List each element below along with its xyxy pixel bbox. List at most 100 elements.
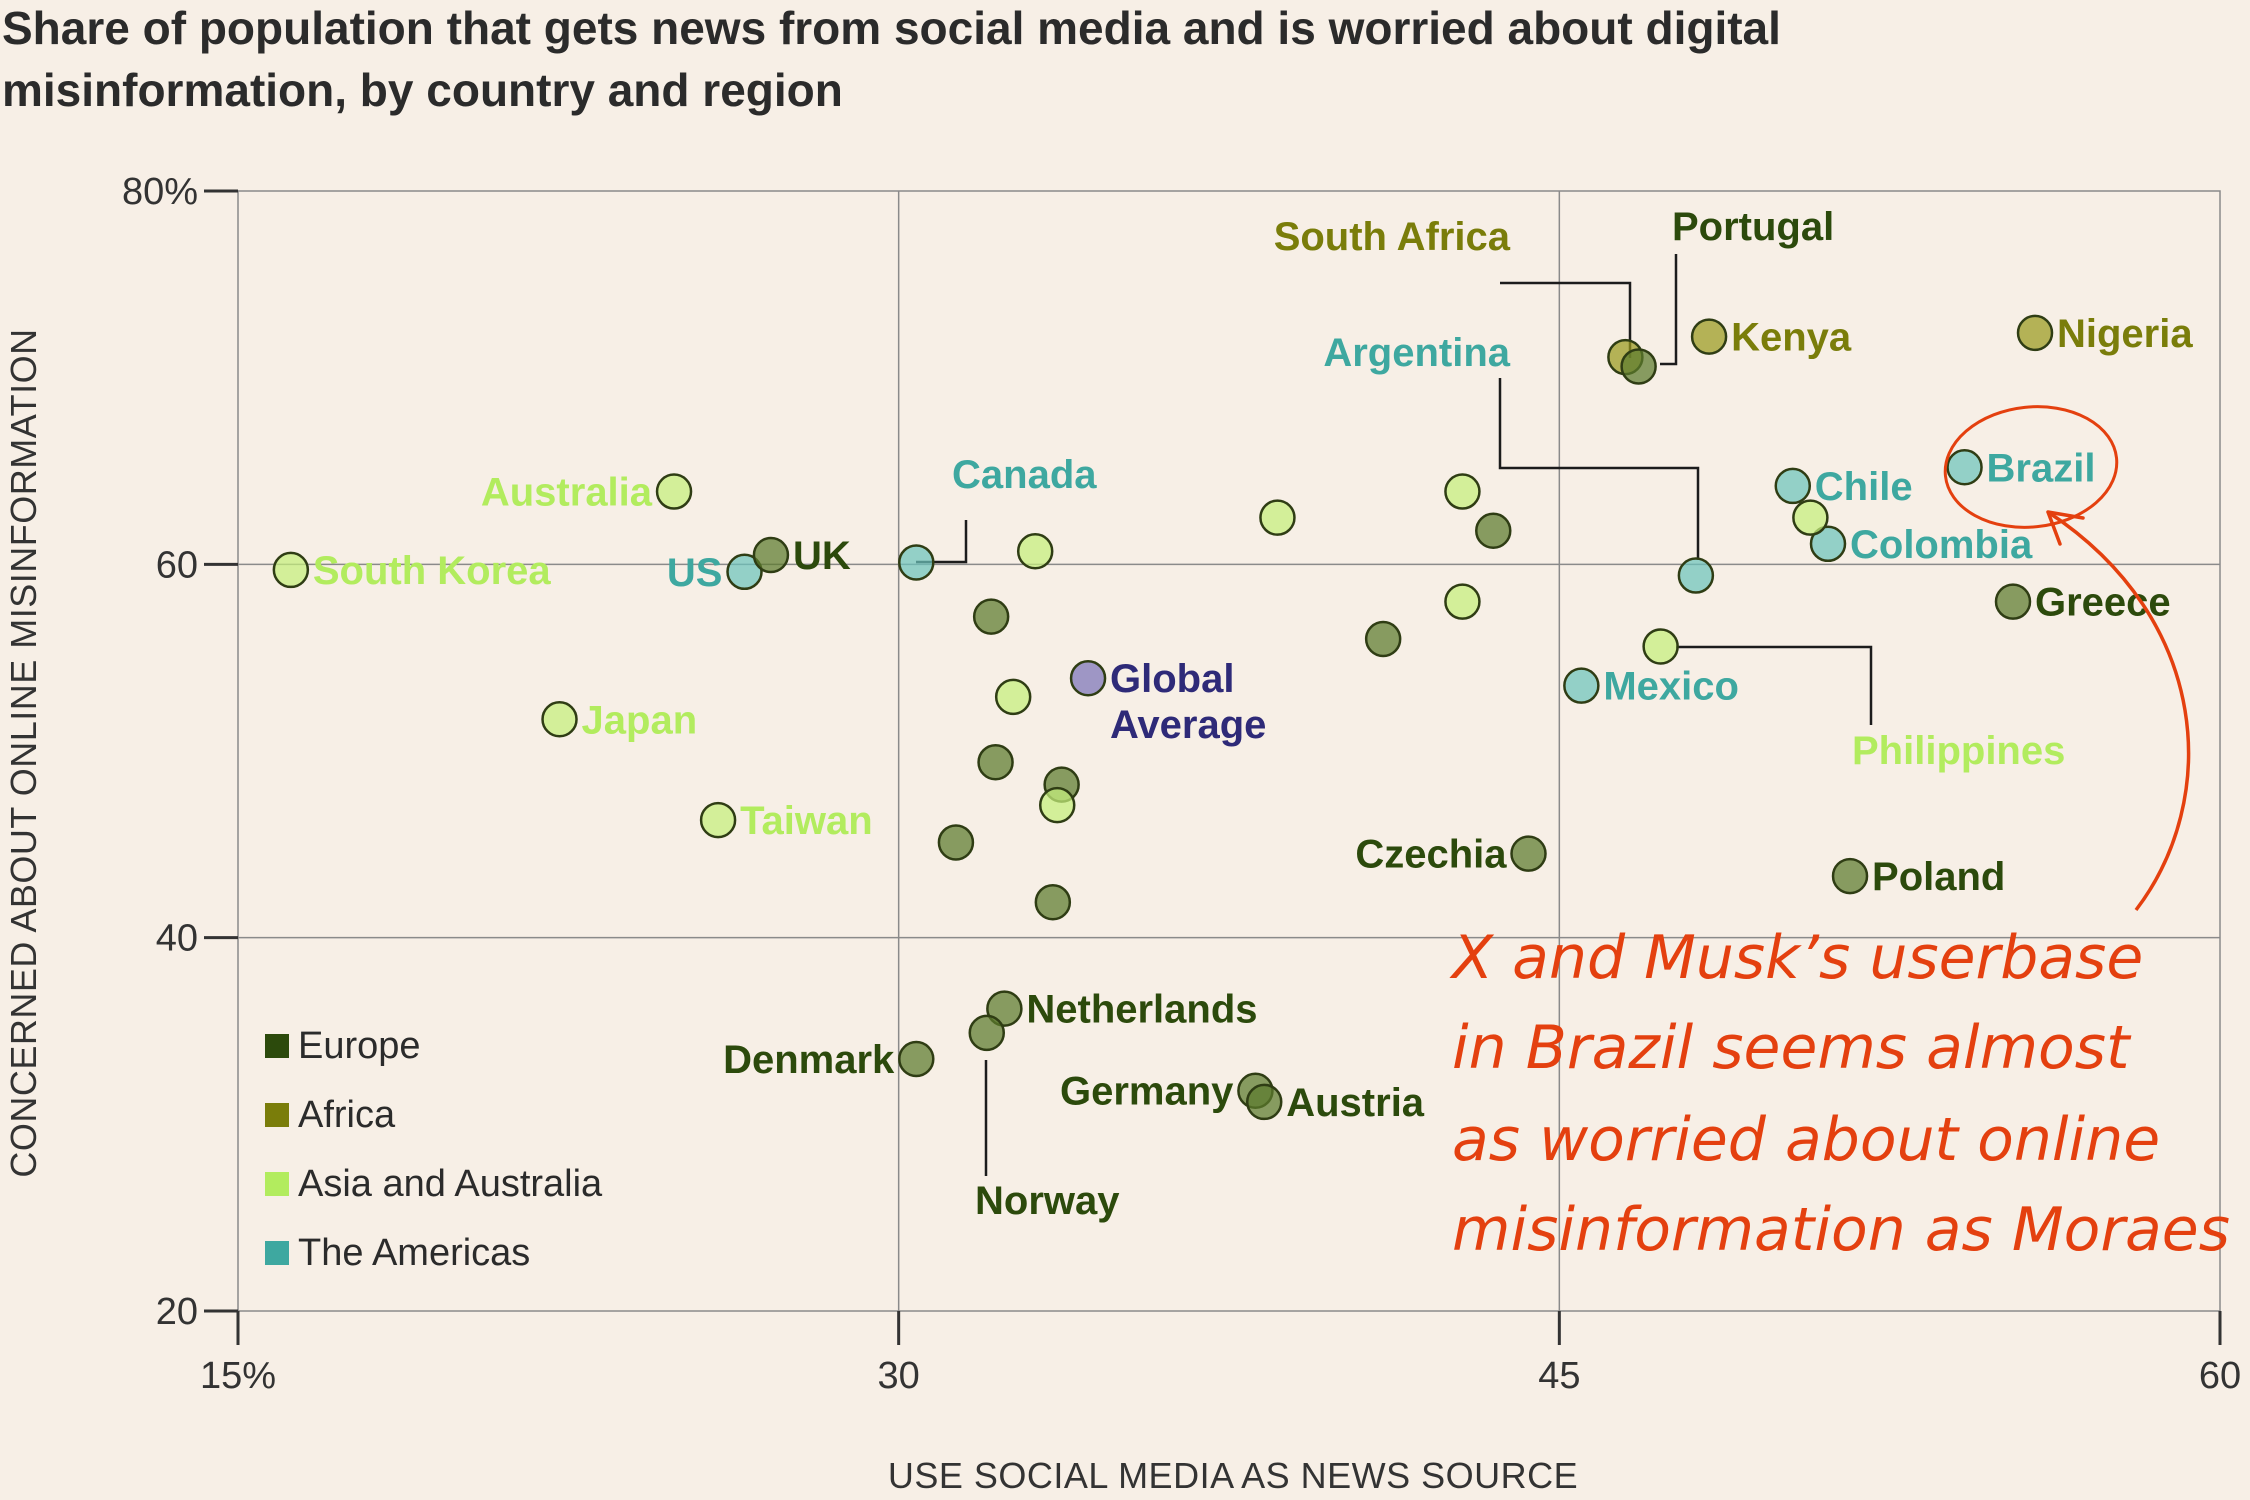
legend-label-asia-and-australia: Asia and Australia <box>298 1163 603 1205</box>
point-europe-29 <box>977 743 1014 781</box>
label-austria: Austria <box>1286 1081 1425 1125</box>
annotation-line-2: in Brazil seems almost <box>1452 1013 2132 1083</box>
plot-frame <box>237 190 2221 1312</box>
legend-swatch-europe <box>265 1034 289 1058</box>
label-kenya: Kenya <box>1731 316 1852 360</box>
point-asia-and-australia-34 <box>1259 499 1296 536</box>
data-points <box>272 314 2054 1121</box>
label-us: US <box>667 551 723 595</box>
point-nigeria <box>2016 314 2054 352</box>
legend-swatch-the-americas <box>265 1241 289 1265</box>
point-portugal <box>1620 348 1657 385</box>
label-norway: Norway <box>975 1179 1120 1223</box>
label-south-africa: South Africa <box>1274 215 1511 259</box>
point-colombia <box>1809 525 1847 563</box>
annotation-arrowhead <box>2046 510 2085 546</box>
y-tick-label: 60 <box>156 544 198 586</box>
leader-lines <box>916 254 1873 1176</box>
chart-title: Share of population that gets news from … <box>2 2 1781 116</box>
point-europe-32 <box>937 824 975 861</box>
legend-swatch-africa <box>265 1103 289 1127</box>
label-nigeria: Nigeria <box>2057 312 2193 356</box>
label-czechia: Czechia <box>1355 833 1507 877</box>
label-global-average: Global Average <box>1110 657 1266 747</box>
point-norway <box>968 1014 1006 1052</box>
label-brazil: Brazil <box>1987 446 2096 490</box>
y-tick-label: 40 <box>156 918 198 960</box>
point-poland <box>1831 857 1869 895</box>
x-tick-label: 45 <box>1538 1355 1580 1397</box>
annotation: X and Musk’s userbase in Brazil seems al… <box>1449 405 2230 1265</box>
label-philippines: Philippines <box>1852 729 2065 773</box>
point-uk <box>752 536 790 574</box>
label-netherlands: Netherlands <box>1026 988 1257 1032</box>
point-europe-26 <box>972 598 1010 635</box>
label-south-korea: South Korea <box>313 549 552 593</box>
legend-swatch-asia-and-australia <box>265 1172 289 1196</box>
point-europe-33 <box>1034 883 1072 921</box>
x-axis-title: USE SOCIAL MEDIA AS NEWS SOURCE <box>888 1455 1578 1496</box>
label-uk: UK <box>793 534 851 578</box>
point-asia-and-australia-39 <box>1792 499 1829 536</box>
leader-argentina <box>1498 378 1700 560</box>
point-chile <box>1774 467 1812 505</box>
point-mexico <box>1563 667 1600 704</box>
chart-title-line-2: misinformation, by country and region <box>2 64 843 116</box>
point-brazil <box>1946 449 1983 486</box>
point-czechia <box>1510 835 1547 872</box>
label-poland: Poland <box>1872 855 2005 899</box>
point-japan <box>541 701 578 738</box>
leader-south-africa <box>1500 281 1632 358</box>
point-denmark <box>898 1040 935 1078</box>
point-europe-35 <box>1364 620 1402 658</box>
annotation-line-3: as worried about online <box>1452 1105 2160 1175</box>
label-colombia: Colombia <box>1850 523 2033 567</box>
label-argentina: Argentina <box>1323 331 1510 375</box>
annotation-arrow <box>2047 510 2191 912</box>
point-south-korea <box>272 551 310 589</box>
point-asia-and-australia-28 <box>994 678 1032 716</box>
point-asia-and-australia-36 <box>1444 473 1481 510</box>
annotation-line-1: X and Musk’s userbase <box>1449 923 2143 993</box>
point-austria <box>1245 1083 1283 1121</box>
point-asia-and-australia-27 <box>1016 533 1054 570</box>
point-philippines <box>1642 628 1679 665</box>
point-canada <box>898 544 935 581</box>
legend-label-africa: Africa <box>298 1094 396 1136</box>
label-chile: Chile <box>1815 465 1913 509</box>
point-greece <box>1994 583 2032 620</box>
point-us <box>726 553 763 591</box>
label-taiwan: Taiwan <box>740 799 873 843</box>
point-asia-and-australia-31 <box>1038 786 1076 824</box>
label-greece: Greece <box>2035 581 2171 625</box>
chart-title-line-1: Share of population that gets news from … <box>2 2 1781 54</box>
legend-label-the-americas: The Americas <box>298 1232 530 1274</box>
leader-philippines <box>1676 645 1873 725</box>
label-canada: Canada <box>952 453 1097 497</box>
annotation-circle <box>1943 405 2119 529</box>
point-global-average <box>1069 659 1107 697</box>
label-portugal: Portugal <box>1672 205 1834 249</box>
y-axis-title: CONCERNED ABOUT ONLINE MISINFORMATION <box>3 328 44 1177</box>
y-tick-label: 80% <box>122 171 198 213</box>
y-tick-label: 20 <box>156 1291 198 1333</box>
annotation-line-4: misinformation as Moraes <box>1452 1195 2230 1265</box>
point-argentina <box>1677 557 1715 594</box>
x-tick-label: 15% <box>200 1355 276 1397</box>
label-germany: Germany <box>1060 1070 1234 1114</box>
point-labels: South Korea Australia Japan Taiwan US UK Canad… <box>313 205 2194 1223</box>
point-europe-37 <box>1475 512 1512 549</box>
plot-area <box>237 190 2221 1312</box>
point-kenya <box>1690 318 1728 355</box>
x-tick-label: 30 <box>878 1355 920 1397</box>
label-mexico: Mexico <box>1603 665 1739 709</box>
leader-portugal <box>1660 254 1678 366</box>
label-australia: Australia <box>481 471 653 515</box>
point-australia <box>655 473 693 510</box>
point-taiwan <box>699 801 737 839</box>
legend: Europe Africa Asia and Australia The Americ… <box>265 1025 603 1274</box>
x-tick-label: 60 <box>2199 1355 2241 1397</box>
label-japan: Japan <box>582 698 698 742</box>
